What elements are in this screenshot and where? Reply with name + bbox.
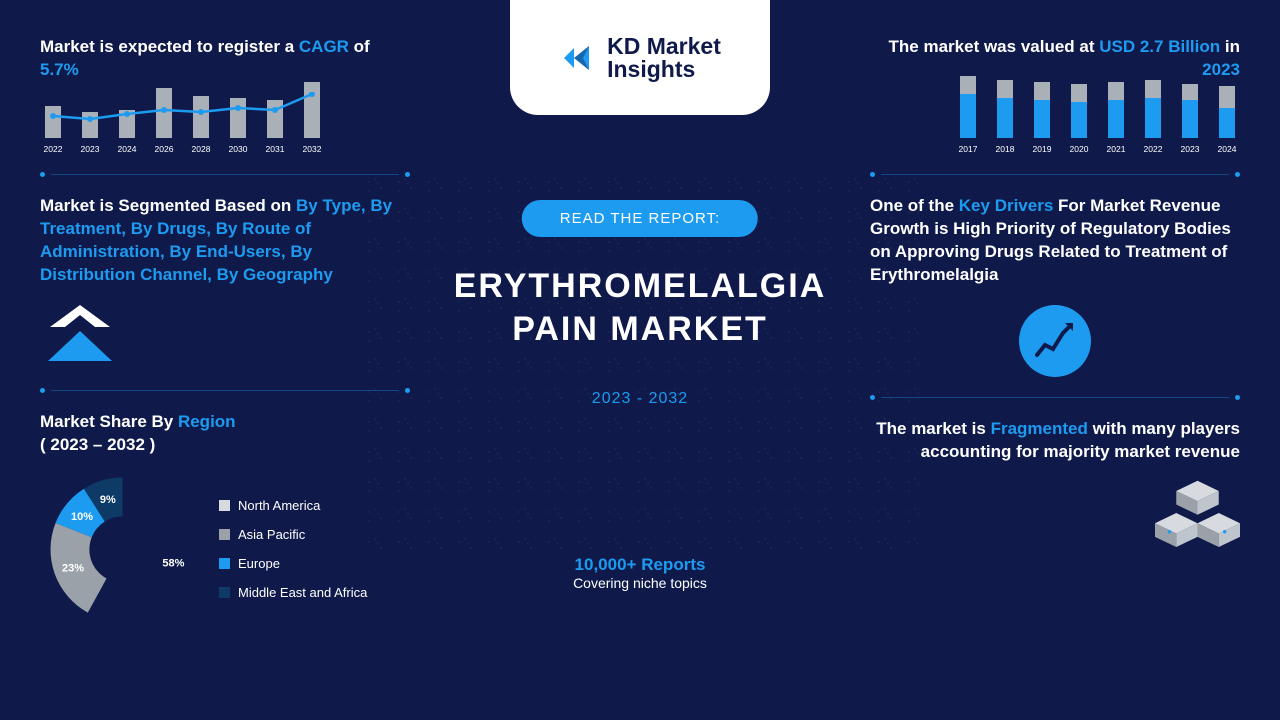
driver-pre: One of the — [870, 196, 959, 215]
valued-mid: in — [1220, 37, 1240, 56]
segment-title: Market is Segmented Based on By Type, By… — [40, 195, 410, 287]
region-donut-chart: 58% 23% 10% 9% — [40, 467, 205, 632]
fragmented-title: The market is Fragmented with many playe… — [870, 418, 1240, 464]
valued-block: The market was valued at USD 2.7 Billion… — [870, 36, 1240, 154]
cubes-icon — [1155, 480, 1240, 558]
driver-block: One of the Key Drivers For Market Revenu… — [870, 195, 1240, 377]
logo-brand: KD Market — [607, 35, 721, 58]
chevron-up-icon — [40, 305, 120, 365]
logo-sub: Insights — [607, 58, 721, 81]
driver-title: One of the Key Drivers For Market Revenu… — [870, 195, 1240, 287]
svg-text:9%: 9% — [100, 494, 116, 506]
divider — [870, 395, 1240, 400]
logo-icon — [559, 38, 599, 78]
driver-hl: Key Drivers — [959, 196, 1054, 215]
region-range: ( 2023 – 2032 ) — [40, 435, 155, 454]
cagr-pre: Market is expected to register a — [40, 37, 299, 56]
fragmented-pre: The market is — [876, 419, 990, 438]
divider — [40, 172, 410, 177]
period-subtitle: 2023 - 2032 — [592, 390, 688, 408]
svg-text:58%: 58% — [162, 557, 184, 569]
fragmented-hl: Fragmented — [991, 419, 1088, 438]
growth-trend-icon — [1019, 305, 1091, 377]
fragmented-block: The market is Fragmented with many playe… — [870, 418, 1240, 563]
svg-text:10%: 10% — [71, 510, 93, 522]
divider — [40, 388, 410, 393]
cagr-hl1: CAGR — [299, 37, 349, 56]
region-block: Market Share By Region ( 2023 – 2032 ) 5… — [40, 411, 410, 632]
svg-text:23%: 23% — [62, 562, 84, 574]
valued-pre: The market was valued at — [889, 37, 1100, 56]
reports-count-value: 10,000+ Reports — [573, 555, 707, 575]
cagr-bar-chart: 20222023202420262028203020312032 — [40, 92, 410, 154]
region-legend: North AmericaAsia PacificEuropeMiddle Ea… — [219, 498, 367, 600]
segment-block: Market is Segmented Based on By Type, By… — [40, 195, 410, 370]
logo-box: KD Market Insights — [510, 0, 770, 115]
cagr-mid: of — [349, 37, 370, 56]
valued-bar-chart: 20172018201920202021202220232024 — [870, 92, 1240, 154]
segment-pre: Market is Segmented Based on — [40, 196, 296, 215]
region-hl: Region — [178, 412, 236, 431]
read-report-button[interactable]: READ THE REPORT: — [522, 200, 758, 237]
region-title: Market Share By Region ( 2023 – 2032 ) — [40, 411, 410, 457]
page-title: ERYTHROMELALGIA PAIN MARKET — [430, 265, 850, 350]
valued-hl1: USD 2.7 Billion — [1099, 37, 1220, 56]
reports-count-sub: Covering niche topics — [573, 575, 707, 591]
reports-count: 10,000+ Reports Covering niche topics — [573, 555, 707, 591]
logo-text: KD Market Insights — [607, 35, 721, 81]
divider — [870, 172, 1240, 177]
cagr-block: Market is expected to register a CAGR of… — [40, 36, 410, 154]
region-pre: Market Share By — [40, 412, 178, 431]
